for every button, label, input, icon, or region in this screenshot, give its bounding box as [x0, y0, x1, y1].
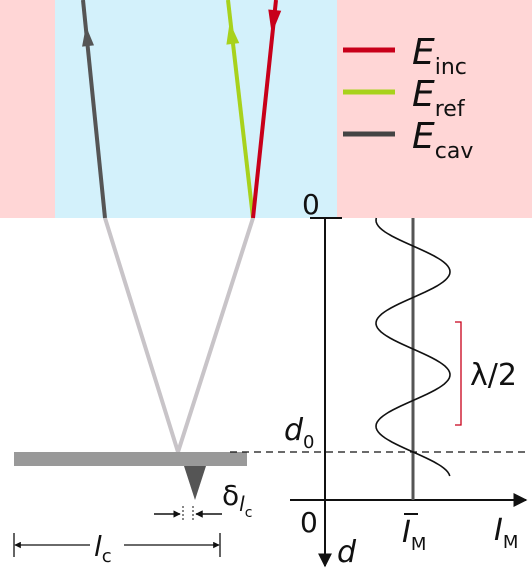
symbol: d [284, 413, 304, 448]
subsubscript: c [245, 505, 253, 521]
intensity-label: IM [494, 513, 518, 553]
half-wavelength-label: λ/2 [470, 358, 517, 393]
symbol: E [412, 74, 435, 115]
inc-beam [251, 0, 278, 219]
pink-region [337, 0, 532, 218]
subscript: M [503, 532, 519, 553]
beam-path [103, 217, 255, 459]
symbol: l [94, 530, 102, 563]
symbol: I [402, 515, 411, 550]
ref-arrow [226, 22, 240, 45]
mean-intensity-label: IM [402, 515, 426, 555]
tip [184, 466, 206, 500]
subscript: l [239, 492, 245, 516]
cantilever [14, 452, 247, 466]
symbol: I [494, 513, 503, 548]
legend-label: Einc [412, 32, 467, 80]
half-wavelength-bracket [455, 321, 462, 426]
subscript: cav [435, 139, 474, 164]
subscript: 0 [303, 432, 314, 453]
symbol: E [412, 116, 435, 157]
length-label: lc [94, 530, 112, 567]
cav-arrow [82, 26, 95, 47]
pink-region [0, 0, 55, 218]
d0-label: d0 [284, 413, 315, 453]
symbol: δ [222, 479, 239, 512]
origin-top: 0 [302, 188, 320, 221]
subscript: c [102, 546, 112, 567]
interference-curve [375, 217, 451, 477]
legend-label: Ecav [412, 116, 473, 164]
depth-label: d [337, 535, 357, 570]
origin-bottom: 0 [300, 506, 318, 539]
legend-label: Eref [412, 74, 466, 122]
subscript: M [411, 534, 427, 555]
blue-region [55, 0, 337, 218]
subscript: ref [435, 97, 466, 122]
subscript: inc [435, 55, 467, 80]
symbol: E [412, 32, 435, 73]
inc-arrow [268, 9, 282, 34]
deflection-label: δlc [222, 479, 252, 521]
